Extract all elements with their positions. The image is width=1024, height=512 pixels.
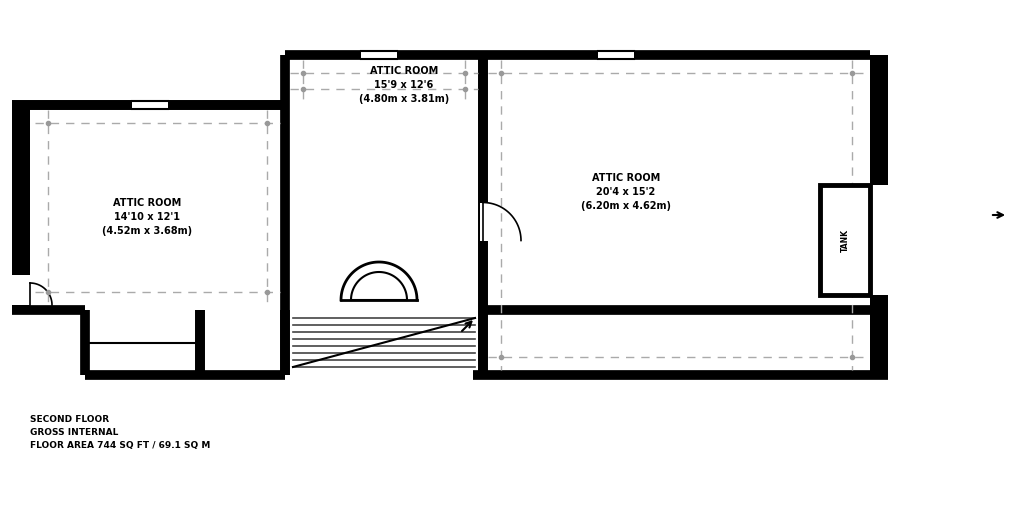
Text: ATTIC ROOM
14'10 x 12'1
(4.52m x 3.68m): ATTIC ROOM 14'10 x 12'1 (4.52m x 3.68m) [102,198,193,236]
Bar [820,185,870,295]
Text: ATTIC ROOM
15'9 x 12'6
(4.80m x 3.81m): ATTIC ROOM 15'9 x 12'6 (4.80m x 3.81m) [358,66,450,104]
Bar [820,185,888,295]
Bar [361,51,397,59]
Bar [870,55,888,375]
Bar [200,310,285,375]
Bar [85,310,200,375]
Bar [285,310,483,375]
Bar [479,203,487,241]
Bar [8,275,30,305]
Text: TANK: TANK [841,228,850,251]
Bar [483,55,870,375]
Bar [870,295,888,375]
Bar [132,101,168,109]
Bar [30,105,285,310]
Bar [598,51,634,59]
Text: ATTIC ROOM
20'4 x 15'2
(6.20m x 4.62m): ATTIC ROOM 20'4 x 15'2 (6.20m x 4.62m) [581,173,671,211]
Bar [870,55,888,185]
Text: SECOND FLOOR
GROSS INTERNAL
FLOOR AREA 744 SQ FT / 69.1 SQ M: SECOND FLOOR GROSS INTERNAL FLOOR AREA 7… [30,415,210,451]
Bar [12,105,30,310]
Bar [285,55,483,310]
Polygon shape [351,272,407,300]
Bar [351,273,407,300]
